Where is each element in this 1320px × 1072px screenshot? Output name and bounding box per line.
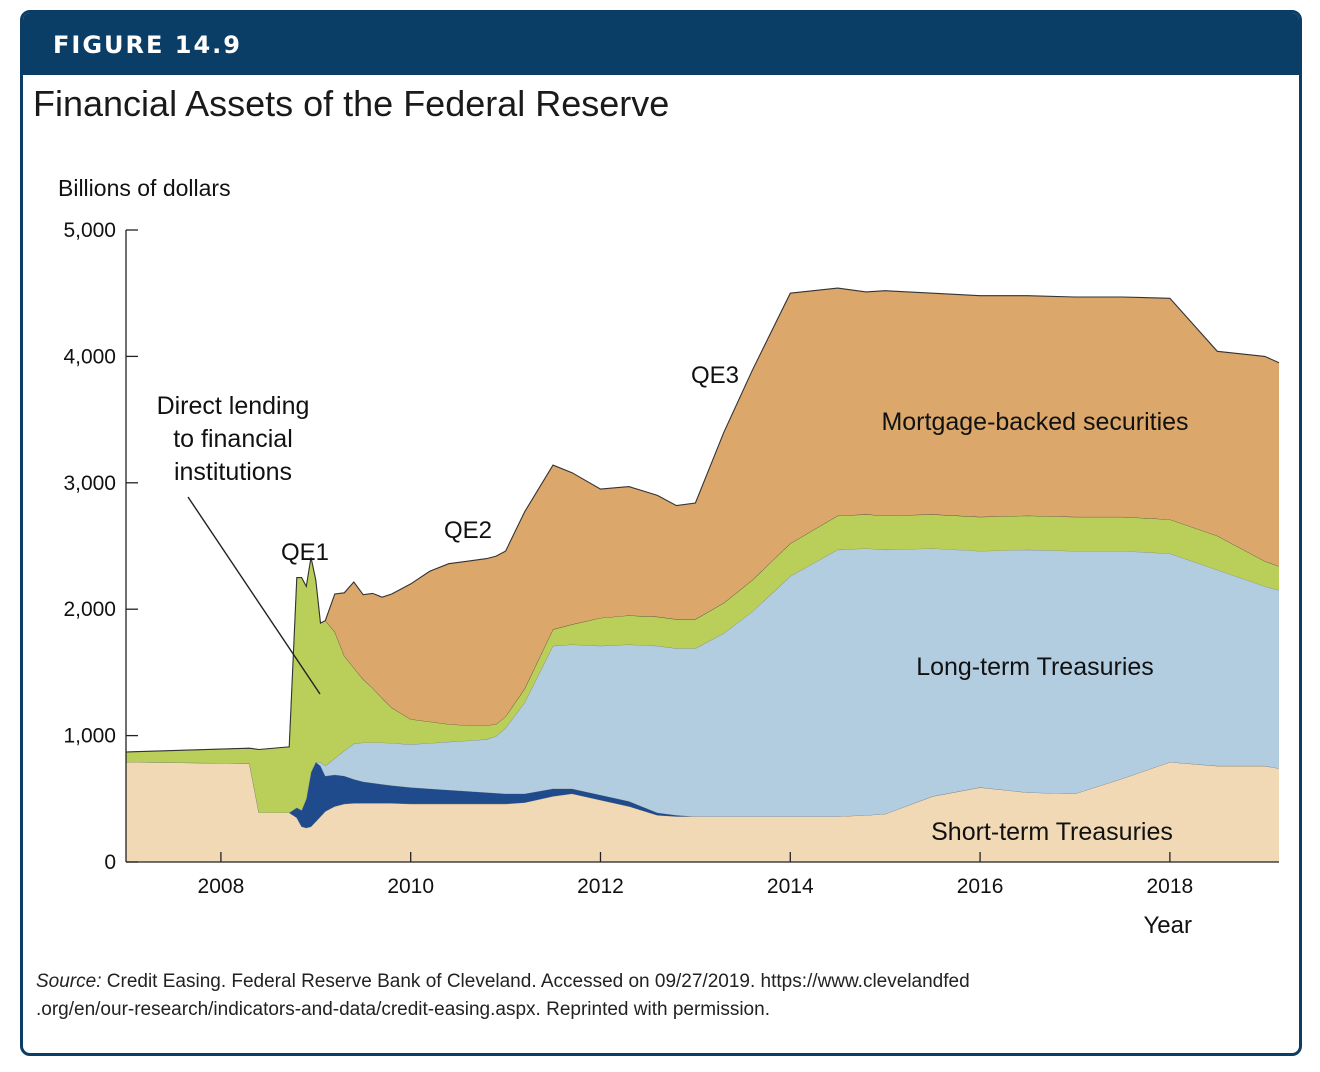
annotation-qe3: QE3 [691,362,739,389]
y-axis-label: Billions of dollars [58,175,231,201]
series-label-long-term-treasuries: Long-term Treasuries [916,653,1154,681]
annotation-pointer-line [187,496,321,695]
annotation-qe1: QE1 [281,539,329,566]
y-tick-label-5000: 5,000 [63,219,116,242]
area-long-term-treasuries [126,548,1279,817]
x-axis-label: Year [1144,912,1193,939]
series-label-short-term-treasuries: Short-term Treasuries [931,818,1173,846]
chart-title: Financial Assets of the Federal Reserve [33,83,670,124]
area-mortgage-backed-securities-edge [125,287,1280,753]
source-text-2: .org/en/our-research/indicators-and-data… [36,999,770,1020]
x-tick-label-2014: 2014 [767,875,814,898]
series-label-mortgage-backed-securities: Mortgage-backed securities [881,408,1188,436]
figure-label: FIGURE 14.9 [53,31,242,59]
x-tick-label-2010: 2010 [387,875,434,898]
source-label: Source: [36,971,102,992]
area-short-term-treasuries [126,762,1279,862]
y-tick-label-1000: 1,000 [63,725,116,748]
y-tick-label-0: 0 [104,851,116,874]
y-tick-label-4000: 4,000 [63,345,116,368]
source-note: Source: Credit Easing. Federal Reserve B… [36,968,1236,1024]
annotation-qe2: QE2 [444,517,492,544]
x-tick-label-2018: 2018 [1147,875,1194,898]
source-text: Credit Easing. Federal Reserve Bank of C… [106,971,970,992]
annotation-direct-lending: Direct lending to financial institutions [157,392,310,486]
x-tick-label-2008: 2008 [198,875,245,898]
area-green-band [126,514,1279,813]
y-tick-label-2000: 2,000 [63,598,116,621]
y-tick-label-3000: 3,000 [63,472,116,495]
x-tick-label-2012: 2012 [577,875,624,898]
area-mortgage-backed-securities [126,288,1279,752]
x-tick-label-2016: 2016 [957,875,1004,898]
figure-header: FIGURE 14.9 [23,13,1299,75]
area-dark-blue-band [126,762,1279,828]
